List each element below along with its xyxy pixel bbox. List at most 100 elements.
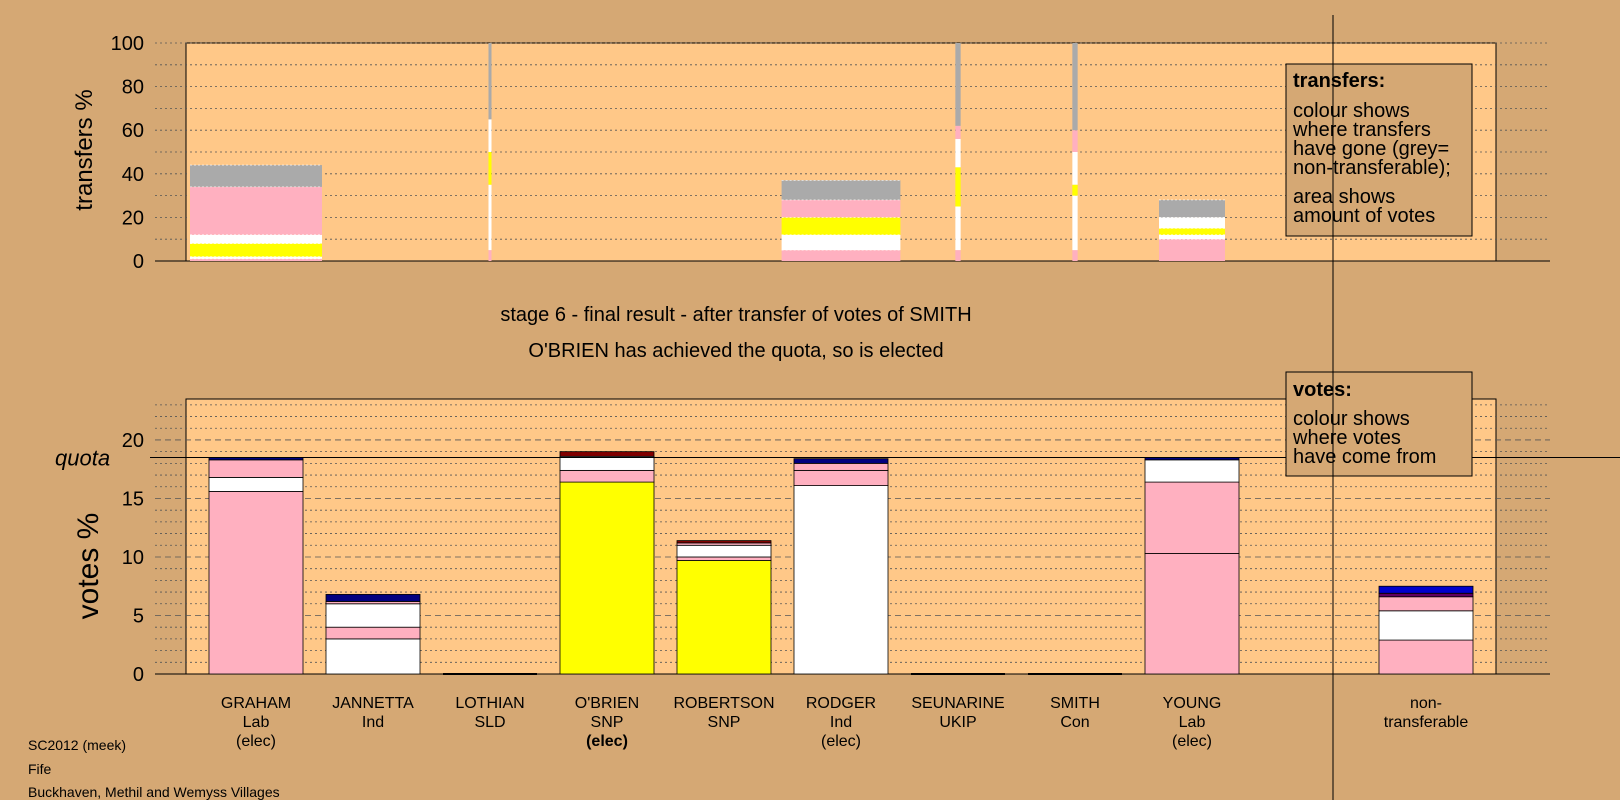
candidate-name-label: YOUNG: [1163, 695, 1222, 712]
nontransferable-label: transferable: [1384, 714, 1469, 731]
votes-bar-segment: [793, 458, 889, 464]
votes-bar-segment: [793, 485, 889, 675]
votes-bar-segment: [1378, 639, 1474, 675]
candidate-party-label: SLD: [474, 714, 505, 731]
transfers-panel: 0 20 40 60 80 100 transfers %: [71, 33, 1550, 273]
transfers-legend-line: amount of votes: [1293, 205, 1435, 227]
votes-bar-segment: [208, 491, 304, 675]
transfers-y-axis-label: transfers %: [71, 89, 98, 210]
votes-y-axis-label: votes %: [72, 513, 105, 620]
transfers-legend-line: where transfers: [1292, 119, 1431, 141]
transfers-bar-segment: [781, 199, 901, 218]
votes-bar-segment: [676, 556, 772, 561]
candidate-status-label: (elec): [236, 733, 276, 750]
candidate-party-label: Ind: [362, 714, 384, 731]
transfers-bar-segment: [955, 43, 961, 126]
votes-y-tick-label: 0: [133, 664, 144, 686]
transfers-bar-segment: [781, 234, 901, 251]
transfers-bar-segment: [1072, 152, 1078, 185]
transfers-bars: [190, 43, 1225, 261]
candidate-status-label: (elec): [586, 733, 628, 750]
transfers-bar-segment: [488, 217, 492, 251]
transfers-bar-segment: [1159, 199, 1225, 218]
transfers-bar-segment: [488, 43, 492, 120]
transfers-bar-segment: [190, 243, 322, 257]
votes-y-tick-label: 10: [122, 547, 144, 569]
transfers-legend-line: non-transferable);: [1293, 157, 1451, 179]
transfers-y-tick-label: 40: [122, 164, 144, 186]
candidate-status-label: (elec): [821, 733, 861, 750]
votes-legend-line: where votes: [1292, 427, 1401, 449]
transfers-bar-segment: [190, 234, 322, 244]
transfers-bar-segment: [1072, 195, 1078, 251]
transfers-bar-segment: [1159, 239, 1225, 261]
candidate-name-label: SMITH: [1050, 695, 1100, 712]
candidate-name-label: ROBERTSON: [673, 695, 774, 712]
transfers-legend-line: have gone (grey=: [1293, 138, 1449, 160]
transfers-y-ticks: 0 20 40 60 80 100: [111, 33, 144, 273]
candidate-party-label: SNP: [591, 714, 624, 731]
votes-bar-segment: [325, 603, 421, 628]
transfers-bar-segment: [955, 125, 961, 139]
candidate-party-label: Lab: [243, 714, 270, 731]
candidate-party-label: Ind: [830, 714, 852, 731]
votes-bar-segment: [559, 481, 655, 675]
votes-legend-box: [1285, 371, 1473, 477]
transfers-legend-line: colour shows: [1293, 100, 1410, 122]
votes-bar-segment: [1378, 592, 1474, 598]
votes-bar-segment: [676, 560, 772, 675]
transfers-bar-segment: [488, 119, 492, 152]
footer-ward: Buckhaven, Methil and Wemyss Villages: [28, 784, 280, 800]
transfers-bar-segment: [955, 206, 961, 251]
votes-bar-segment: [1378, 585, 1474, 594]
votes-bar-segment: [559, 455, 655, 471]
stage-title: stage 6 - final result - after transfer …: [500, 304, 971, 326]
transfers-y-tick-label: 100: [111, 33, 144, 55]
transfers-bar-segment: [190, 165, 322, 187]
candidate-name-label: SEUNARINE: [911, 695, 1004, 712]
candidate-party-label: Con: [1060, 714, 1089, 731]
footer-council: Fife: [28, 761, 52, 777]
transfers-bar-segment: [781, 250, 901, 261]
votes-bar-segment: [1378, 596, 1474, 612]
votes-bar-segment: [676, 540, 772, 544]
votes-bar-segment: [1144, 481, 1240, 554]
transfers-bar-segment: [1072, 184, 1078, 196]
transfers-bar-segment: [1159, 217, 1225, 229]
transfers-bar-segment: [190, 258, 322, 261]
candidate-name-label: RODGER: [806, 695, 876, 712]
votes-y-tick-label: 15: [122, 488, 144, 510]
votes-bar-segment: [793, 469, 889, 486]
votes-bar-segment: [559, 451, 655, 457]
votes-legend: votes: colour shows where votes have com…: [1285, 371, 1473, 477]
transfers-bar-segment: [488, 184, 492, 218]
votes-panel: 0 5 10 15 20 quota votes % GRAHAM Lab (elec) JA…: [55, 398, 1620, 750]
votes-bar-segment: [1144, 553, 1240, 675]
transfers-bar-segment: [781, 180, 901, 200]
transfers-legend-line: area shows: [1293, 186, 1395, 208]
votes-bar-segment: [325, 594, 421, 602]
votes-bar-segment: [325, 638, 421, 675]
candidate-party-label: SNP: [708, 714, 741, 731]
votes-legend-heading: votes:: [1293, 379, 1352, 401]
transfers-legend-box: [1285, 63, 1473, 237]
transfers-bar-segment: [1159, 234, 1225, 240]
candidate-name-label: GRAHAM: [221, 695, 291, 712]
transfers-bar-segment: [190, 256, 322, 259]
candidate-party-label: Lab: [1179, 714, 1206, 731]
candidate-status-label: (elec): [1172, 733, 1212, 750]
votes-y-ticks: 0 5 10 15 20: [122, 430, 144, 686]
votes-legend-line: colour shows: [1293, 408, 1410, 430]
transfers-bar-segment: [488, 250, 492, 261]
votes-y-tick-label: 20: [122, 430, 144, 452]
transfers-bar-segment: [1159, 228, 1225, 235]
transfers-y-tick-label: 20: [122, 207, 144, 229]
votes-legend-line: have come from: [1293, 446, 1436, 468]
transfers-bar-segment: [1072, 130, 1078, 152]
transfers-y-tick-label: 0: [133, 251, 144, 273]
votes-bar-segment: [208, 477, 304, 492]
transfers-legend-heading: transfers:: [1293, 70, 1385, 92]
transfers-bar-segment: [1072, 43, 1078, 131]
candidate-name-label: JANNETTA: [332, 695, 414, 712]
